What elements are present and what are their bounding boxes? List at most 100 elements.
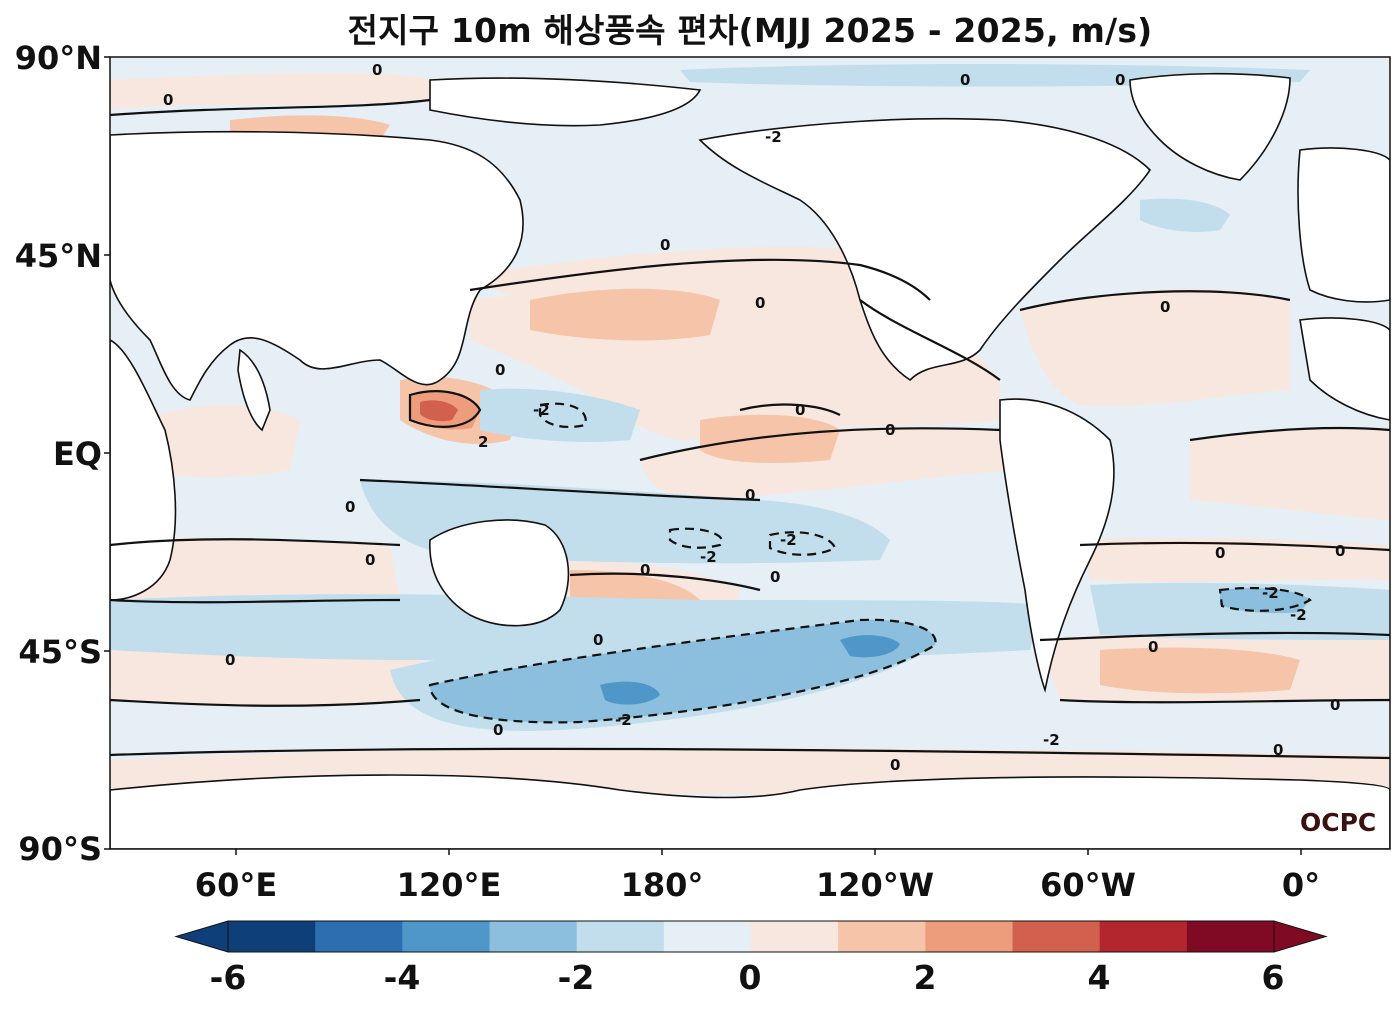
- contour-label: -2: [780, 531, 797, 549]
- contour-label: -2: [700, 548, 717, 566]
- minus-two-contour: [1218, 586, 1312, 612]
- contour-label: 0: [365, 551, 375, 569]
- land-africa: [110, 339, 177, 601]
- contour-label: -2: [533, 401, 550, 419]
- colorbar-tick-label: 0: [738, 958, 762, 997]
- plus-two-contour: [408, 390, 482, 428]
- colorbar-swatch: [1012, 921, 1101, 952]
- land-greenland: [1129, 72, 1291, 181]
- zero-contour: [110, 747, 1390, 760]
- positive-contours: [408, 390, 482, 428]
- zero-contour: [859, 299, 1001, 381]
- zero-contour: [110, 698, 421, 707]
- land-australia: [429, 519, 570, 627]
- zero-contour: [1019, 290, 1291, 312]
- colorbar-tick-label: 4: [1087, 958, 1111, 997]
- very-strong-negative-region: [840, 635, 900, 658]
- strong-positive-region: [530, 288, 720, 341]
- zero-contour: [110, 98, 431, 117]
- contour-label: 0: [885, 421, 895, 439]
- contour-label: 0: [1115, 71, 1125, 89]
- strong-positive-region: [700, 414, 840, 463]
- colorbar-swatch: [1099, 921, 1188, 952]
- zero-contour: [1059, 698, 1390, 704]
- land-india: [237, 348, 271, 432]
- zero-contour: [1039, 631, 1390, 642]
- zero-contour: [569, 572, 761, 592]
- positive-anomaly-region: [110, 73, 430, 110]
- contour-label: -2: [1262, 584, 1279, 602]
- contour-label: 2: [478, 433, 488, 451]
- contour-label: 0: [493, 721, 503, 739]
- colorbar-tick-label: 2: [913, 958, 937, 997]
- land-north-america: [698, 117, 1152, 382]
- lat-label-45n: 45°N: [14, 237, 102, 275]
- colorbar-tick-label: -6: [209, 958, 247, 997]
- contour-label: 0: [345, 498, 355, 516]
- colorbar-tick-label: 6: [1261, 958, 1285, 997]
- colorbar: [174, 920, 1328, 953]
- zero-contour: [110, 538, 401, 547]
- colorbar-frame: [227, 920, 1275, 953]
- contour-label: -2: [765, 128, 782, 146]
- land-siberia: [429, 77, 702, 127]
- strong-negative-region: [430, 619, 936, 723]
- colorbar-swatch: [751, 921, 839, 952]
- lat-label-45s: 45°S: [18, 633, 102, 671]
- land-antarctica: [110, 774, 1390, 849]
- colorbar-extend-low: [174, 920, 229, 953]
- strong-negative-region: [1220, 588, 1310, 614]
- map-title: 전지구 10m 해상풍속 편차(MJJ 2025 - 2025, m/s): [347, 11, 1153, 50]
- contour-label: 0: [960, 71, 970, 89]
- contour-label: 0: [225, 651, 235, 669]
- contour-label: 0: [495, 361, 505, 379]
- contour-label: 0: [1215, 544, 1225, 562]
- colorbar-swatch: [228, 921, 316, 952]
- minus-two-contour: [428, 618, 937, 724]
- positive-anomaly-region: [1190, 428, 1390, 520]
- contour-label-group: 0 0 0 0 0 0 0 0 0 0 0 0 0 0 0 0 0 0 0 0 …: [163, 61, 1345, 774]
- zero-contour: [469, 258, 931, 301]
- contour-label: -2: [1290, 606, 1307, 624]
- negative-contours: [428, 402, 1312, 724]
- very-strong-negative-region: [600, 681, 660, 705]
- colorbar-tick-label: -4: [383, 958, 421, 997]
- minus-two-contour: [538, 402, 587, 429]
- very-strong-positive-region: [420, 400, 458, 422]
- contour-label: 0: [1160, 298, 1170, 316]
- lon-label-60e: 60°E: [194, 866, 278, 904]
- positive-anomaly-region: [1080, 537, 1390, 582]
- contour-label: 0: [640, 561, 650, 579]
- colorbar-swatch: [315, 921, 403, 952]
- lon-label-120e: 120°E: [396, 866, 502, 904]
- land-west-africa: [1299, 317, 1390, 421]
- minus-two-contour: [768, 531, 837, 556]
- contour-label: 0: [660, 236, 670, 254]
- zero-contour: [1079, 541, 1390, 552]
- contour-label: 0: [1148, 638, 1158, 656]
- negative-anomaly-region: [1090, 582, 1390, 640]
- minus-two-contour: [668, 527, 724, 549]
- colorbar-tick-label: -2: [557, 958, 595, 997]
- zero-contour: [1189, 426, 1390, 442]
- lon-label-120w: 120°W: [815, 866, 935, 904]
- zero-contour: [739, 403, 841, 416]
- strong-positive-region: [1100, 647, 1300, 694]
- map-field: 0 0 0 0 0 0 0 0 0 0 0 0 0 0 0 0 0 0 0 0 …: [110, 57, 1390, 849]
- lat-label-90n: 90°N: [14, 39, 102, 77]
- colorbar-swatch: [402, 921, 490, 952]
- positive-anomaly-region: [1020, 289, 1290, 407]
- contour-label: -2: [1043, 731, 1060, 749]
- contour-label: -2: [615, 711, 632, 729]
- contour-label: 0: [1335, 542, 1345, 560]
- contour-label: 0: [745, 486, 755, 504]
- land-europe: [1297, 147, 1390, 303]
- ocpc-logo: OCPC: [1300, 808, 1377, 837]
- colorbar-swatch: [838, 921, 926, 952]
- lon-label-0: 0°: [1281, 866, 1321, 904]
- contour-label: 0: [1273, 741, 1283, 759]
- colorbar-swatch: [663, 921, 752, 952]
- contour-label: 0: [755, 294, 765, 312]
- lon-label-180: 180°: [620, 866, 704, 904]
